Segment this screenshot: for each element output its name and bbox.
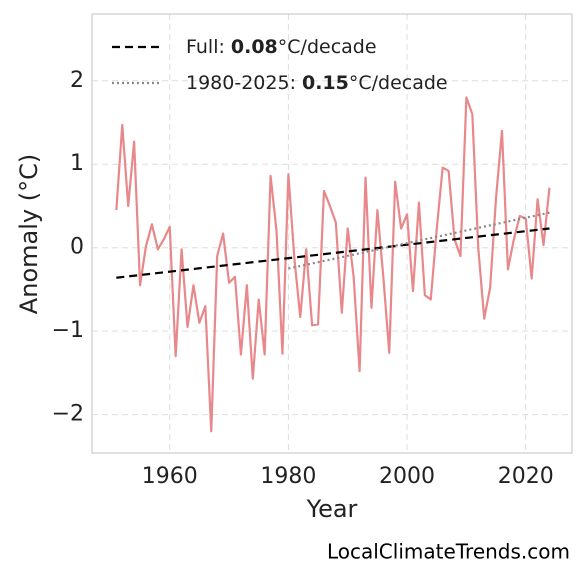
y-tick-label: −2 <box>52 402 84 427</box>
trend-line <box>116 227 550 279</box>
legend-entry: 1980-2025: 0.15°C/decade <box>186 72 448 94</box>
legend-unit: °C/decade <box>278 36 377 58</box>
source: LocalClimateTrends.com <box>327 540 570 564</box>
legend-slope: 0.15 <box>302 72 349 94</box>
x-tick-label: 2020 <box>498 464 554 489</box>
legend-name: 1980-2025: <box>186 72 296 94</box>
legend-name: Full: <box>186 36 225 58</box>
x-axis-label: Year <box>306 495 358 523</box>
y-axis-label: Anomaly (°C) <box>15 154 43 314</box>
y-tick-label: −1 <box>52 318 84 343</box>
legend-entry: Full: 0.08°C/decade <box>186 36 377 58</box>
x-tick-label: 1960 <box>142 464 198 489</box>
y-tick-label: 2 <box>70 68 84 93</box>
x-tick-label: 2000 <box>379 464 435 489</box>
plot-frame <box>91 13 573 454</box>
y-tick-label: 1 <box>70 151 84 176</box>
legend-unit: °C/decade <box>349 72 448 94</box>
y-tick-label: 0 <box>70 235 84 260</box>
legend-slope: 0.08 <box>231 36 278 58</box>
x-tick-label: 1980 <box>260 464 316 489</box>
anomaly-line <box>115 96 551 433</box>
